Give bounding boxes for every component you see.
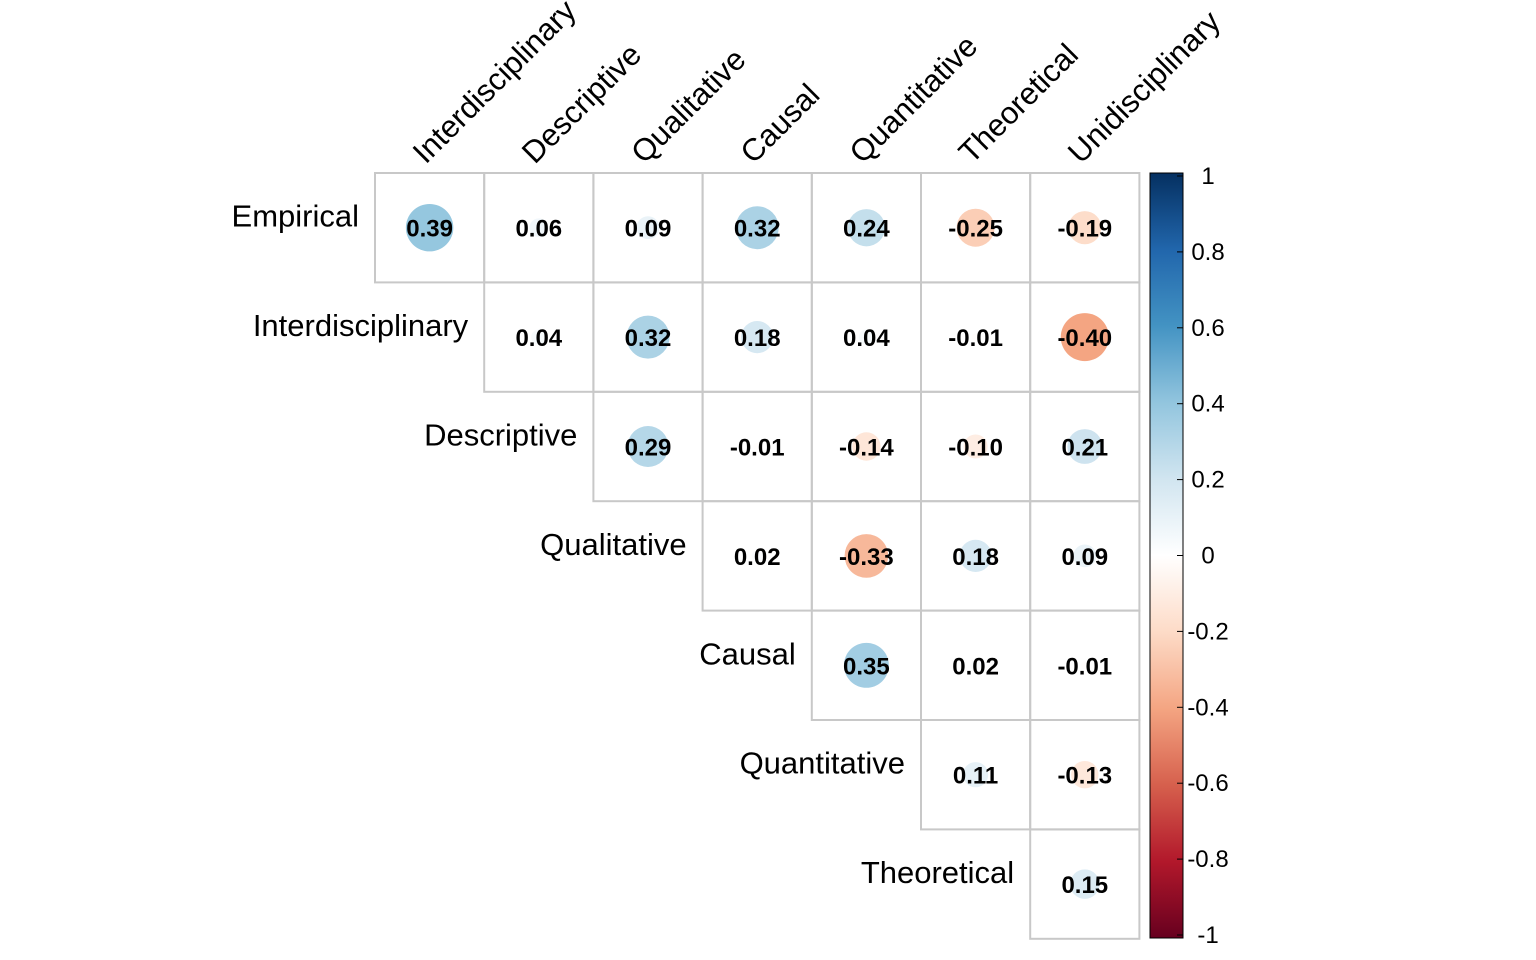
row-label-descriptive: Descriptive — [424, 418, 577, 453]
cell-value-label: 0.24 — [843, 216, 890, 243]
cell-value-label: -0.13 — [1057, 763, 1112, 790]
colorbar-tick-label: 0.6 — [1191, 315, 1224, 342]
correlation-circle — [858, 329, 875, 345]
correlation-circle — [627, 426, 669, 467]
row-label-interdisciplinary: Interdisciplinary — [253, 308, 469, 343]
correlation-circle — [844, 534, 889, 578]
cell-value-label: -0.19 — [1057, 216, 1112, 243]
colorbar: 1 0.8 0.6 0.4 0.2 0 -0.2 -0.4 -0.6 -0.8 -1 — [1149, 163, 1229, 949]
correlation-cells: 0.39 0.06 0.09 0.32 0.24 -0.25 -0.19 0.04 0.32 0.… — [374, 172, 1141, 940]
colorbar-tick-label: -0.6 — [1187, 770, 1228, 797]
correlation-circle — [971, 333, 980, 341]
colorbar-tick-label: -0.2 — [1187, 618, 1228, 645]
cell-value-label: 0.18 — [734, 325, 781, 352]
correlation-circle — [529, 218, 549, 238]
correlation-circle — [970, 659, 981, 671]
correlation-circle — [751, 550, 763, 562]
cell-value-label: -0.33 — [839, 544, 894, 571]
cell-value-label: 0.02 — [952, 653, 999, 680]
correlation-circle — [405, 203, 454, 252]
cell-value-label: 0.29 — [625, 435, 672, 462]
colorbar-tick-label: 1 — [1201, 163, 1214, 190]
correlation-circle — [741, 320, 774, 354]
row-label-causal: Causal — [699, 636, 796, 671]
cell-value-label: 0.06 — [515, 216, 562, 243]
cell-value-label: -0.25 — [948, 216, 1003, 243]
cell-value-label: 0.04 — [515, 325, 562, 352]
correlation-circle — [735, 206, 779, 250]
cell-value-label: 0.11 — [953, 763, 998, 790]
cell-value-label: 0.32 — [734, 216, 781, 243]
correlation-circle — [962, 762, 989, 788]
correlation-circle — [1067, 429, 1103, 464]
correlation-circle — [847, 209, 886, 247]
cell-value-label: 0.18 — [952, 544, 999, 571]
cell-value-label: -0.01 — [948, 325, 1003, 352]
correlation-circle — [1071, 760, 1099, 789]
correlation-circle — [636, 216, 660, 240]
row-label-quantitative: Quantitative — [740, 746, 905, 781]
cell-value-label: 0.21 — [1061, 435, 1108, 462]
colorbar-tick-label: -0.4 — [1187, 694, 1228, 721]
colorbar-tick-label: -0.8 — [1187, 846, 1228, 873]
correlation-circle — [956, 208, 995, 247]
cell-value-label: 0.32 — [625, 325, 672, 352]
colorbar-tick-label: 0.4 — [1191, 391, 1224, 418]
cell-value-label: 0.15 — [1061, 872, 1108, 899]
row-label-theoretical: Theoretical — [861, 855, 1014, 890]
correlation-circle — [843, 642, 889, 688]
row-labels: Empirical Interdisciplinary Descriptive Qua… — [232, 199, 1015, 890]
correlation-circle — [1070, 869, 1100, 899]
cell-value-label: -0.01 — [1057, 653, 1112, 680]
column-label-unidisciplinary: Unidisciplinary — [1061, 4, 1227, 170]
colorbar-tick-label: 0.2 — [1191, 467, 1224, 494]
correlation-circle — [1073, 544, 1097, 568]
correlation-circle — [959, 539, 992, 573]
colorbar-tick-label: 0 — [1201, 543, 1214, 570]
column-labels: InterdisciplinaryDescriptiveQualitativeC… — [406, 0, 1228, 170]
cell-value-label: -0.10 — [948, 435, 1003, 462]
cell-border — [1029, 828, 1141, 940]
cell-value-label: 0.35 — [843, 653, 890, 680]
cell-value-label: 0.09 — [625, 216, 672, 243]
cell-value-label: 0.39 — [406, 216, 453, 243]
correlation-circle — [852, 432, 881, 461]
column-label-causal: Causal — [733, 77, 826, 170]
correlation-circle — [531, 329, 547, 345]
row-label-empirical: Empirical — [232, 199, 359, 234]
row-label-qualitative: Qualitative — [540, 527, 686, 562]
cell-value-label: 0.09 — [1061, 544, 1108, 571]
cell-value-label: 0.04 — [843, 325, 890, 352]
correlation-circle — [753, 442, 761, 451]
cell-value-label: -0.40 — [1057, 325, 1112, 352]
colorbar-tick-label: 0.8 — [1191, 239, 1224, 266]
cell-value-label: -0.01 — [730, 435, 785, 462]
cell-value-label: 0.02 — [734, 544, 781, 571]
correlation-circle — [1060, 313, 1109, 362]
correlation-circle — [963, 434, 988, 459]
cell-value-label: -0.14 — [839, 435, 894, 462]
colorbar-tick-label: -1 — [1197, 922, 1218, 949]
correlation-circle — [1081, 661, 1089, 670]
correlation-circle — [1068, 211, 1102, 245]
correlation-circle — [626, 315, 670, 359]
